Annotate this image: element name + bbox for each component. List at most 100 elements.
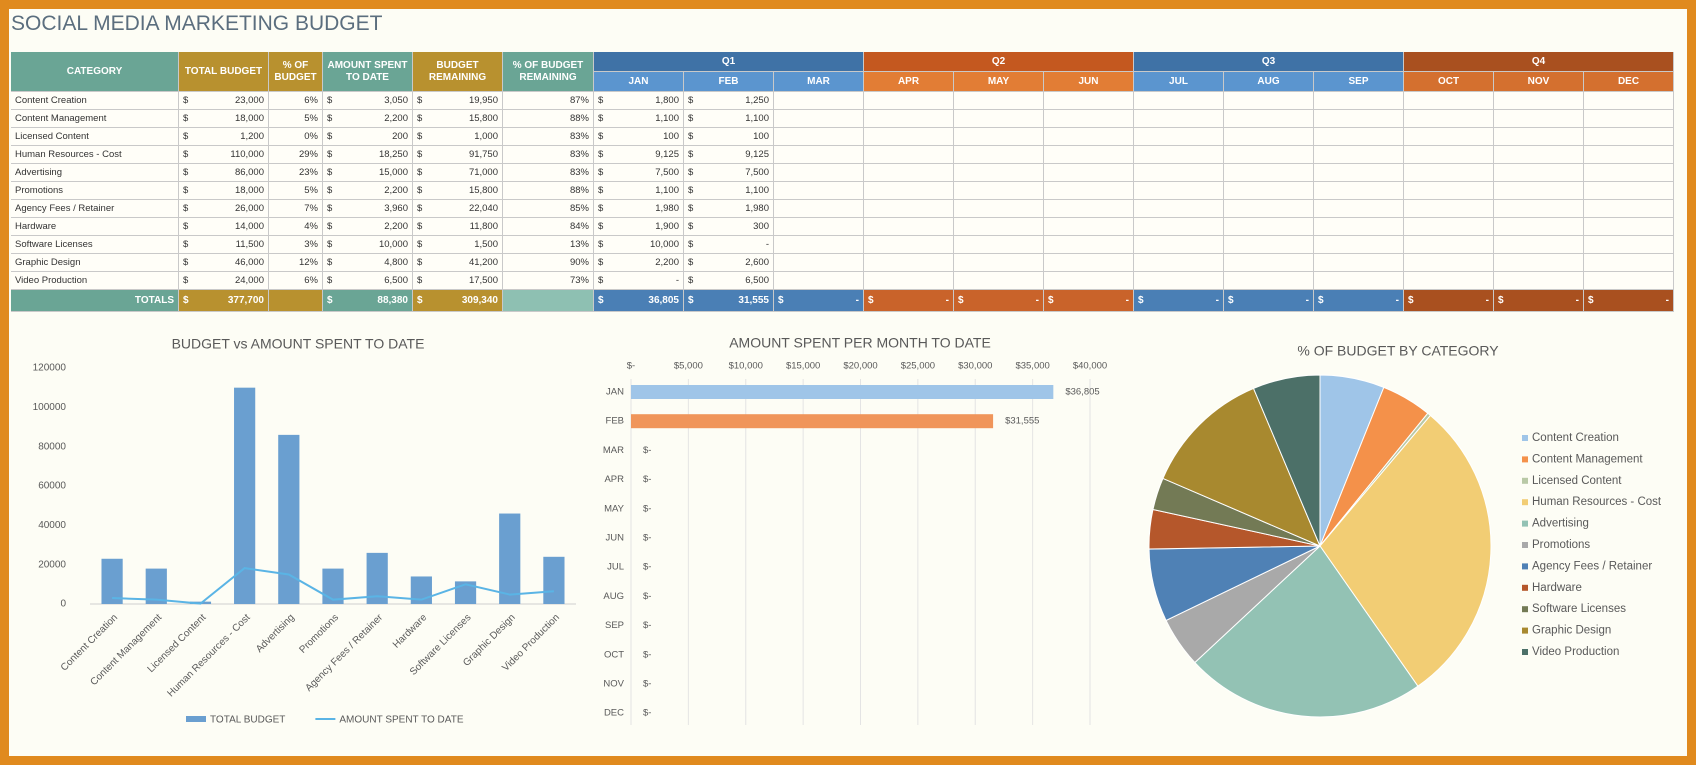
category-cell: Content Management: [11, 110, 179, 128]
empty-cell: [1404, 236, 1494, 254]
currency-sign: $: [183, 257, 189, 268]
empty-cell: [864, 200, 954, 218]
empty-cell: [1224, 200, 1314, 218]
currency-cell: $1,500: [413, 236, 503, 254]
empty-cell: [864, 236, 954, 254]
total-value: 377,700: [227, 294, 264, 306]
y-tick-label: APR: [604, 474, 624, 485]
currency-cell: $3,050: [323, 92, 413, 110]
cell-value: 14,000: [234, 221, 264, 232]
empty-cell: [774, 200, 864, 218]
legend-swatch: [1522, 563, 1528, 570]
currency-sign: $: [688, 167, 694, 178]
currency-sign: $: [1048, 294, 1054, 306]
empty-cell: [1404, 128, 1494, 146]
currency-sign: $: [183, 149, 189, 160]
cell-value: 1,980: [745, 203, 769, 214]
empty-cell: [1044, 92, 1134, 110]
total-cell: $ -: [954, 290, 1044, 312]
legend-label: Graphic Design: [1532, 625, 1611, 637]
percent-cell: 6%: [269, 272, 323, 290]
currency-sign: $: [417, 95, 423, 106]
bar: [145, 568, 167, 604]
empty-cell: [954, 200, 1044, 218]
currency-sign: $: [327, 167, 333, 178]
legend-label: Hardware: [1532, 582, 1582, 594]
empty-cell: [1404, 182, 1494, 200]
empty-cell: [1404, 146, 1494, 164]
cell-value: 24,000: [234, 275, 264, 286]
y-tick-label: SEP: [605, 620, 624, 631]
y-tick-label: JAN: [606, 387, 624, 398]
currency-cell: $100: [594, 128, 684, 146]
cell-value: 15,800: [468, 113, 498, 124]
y-tick-label: AUG: [603, 591, 624, 602]
currency-sign: $: [1228, 294, 1234, 306]
empty-cell: [1314, 92, 1404, 110]
currency-sign: $: [417, 113, 423, 124]
category-cell: Licensed Content: [11, 128, 179, 146]
empty-cell: [1494, 146, 1584, 164]
pie-slice: [1162, 387, 1321, 547]
currency-sign: $: [327, 113, 333, 124]
legend-label: Software Licenses: [1532, 603, 1626, 615]
cell-value: 2,600: [745, 257, 769, 268]
currency-cell: $26,000: [179, 200, 269, 218]
cell-value: 2,200: [384, 113, 408, 124]
y-tick-label: 80000: [38, 441, 66, 452]
cell-value: 2,200: [655, 257, 679, 268]
currency-sign: $: [688, 294, 694, 306]
currency-cell: $1,980: [594, 200, 684, 218]
currency-cell: $17,500: [413, 272, 503, 290]
x-tick-label: $10,000: [729, 361, 763, 372]
empty-cell: [1584, 218, 1674, 236]
legend-label: TOTAL BUDGET: [210, 715, 285, 726]
currency-sign: $: [183, 275, 189, 286]
empty-cell: [1584, 254, 1674, 272]
empty-cell: [954, 128, 1044, 146]
value-label: $-: [643, 474, 651, 485]
empty-cell: [1314, 236, 1404, 254]
percent-cell: 83%: [503, 164, 594, 182]
currency-sign: $: [417, 294, 423, 306]
empty-cell: [1134, 200, 1224, 218]
bar: [101, 558, 123, 604]
total-value: -: [1305, 294, 1309, 306]
value-label: $-: [643, 591, 651, 602]
value-label: $-: [643, 649, 651, 660]
cell-value: 10,000: [378, 239, 408, 250]
line: [112, 567, 554, 605]
empty-cell: [1134, 254, 1224, 272]
cell-value: 10,000: [649, 239, 679, 250]
currency-cell: $14,000: [179, 218, 269, 236]
empty-cell: [1584, 236, 1674, 254]
currency-sign: $: [417, 185, 423, 196]
currency-cell: $91,750: [413, 146, 503, 164]
empty-cell: [954, 164, 1044, 182]
cell-value: 41,200: [468, 257, 498, 268]
legend-label: Content Management: [1532, 453, 1643, 465]
month-header: OCT: [1404, 72, 1494, 92]
cell-value: 71,000: [468, 167, 498, 178]
currency-cell: $1,800: [594, 92, 684, 110]
cell-value: 91,750: [468, 149, 498, 160]
currency-sign: $: [327, 149, 333, 160]
cell-value: 86,000: [234, 167, 264, 178]
currency-sign: $: [688, 113, 694, 124]
currency-sign: $: [417, 257, 423, 268]
currency-cell: $22,040: [413, 200, 503, 218]
currency-sign: $: [1588, 294, 1594, 306]
empty-cell: [1584, 128, 1674, 146]
value-label: $-: [643, 533, 651, 544]
x-tick-label: $15,000: [786, 361, 820, 372]
legend-swatch: [1522, 499, 1528, 506]
empty-cell: [1134, 272, 1224, 290]
total-value: -: [1395, 294, 1399, 306]
empty-cell: [864, 92, 954, 110]
cell-value: 100: [753, 131, 769, 142]
currency-sign: $: [688, 275, 694, 286]
empty-cell: [1494, 200, 1584, 218]
empty-cell: [1494, 218, 1584, 236]
cell-value: -: [675, 275, 679, 286]
currency-sign: $: [1318, 294, 1324, 306]
